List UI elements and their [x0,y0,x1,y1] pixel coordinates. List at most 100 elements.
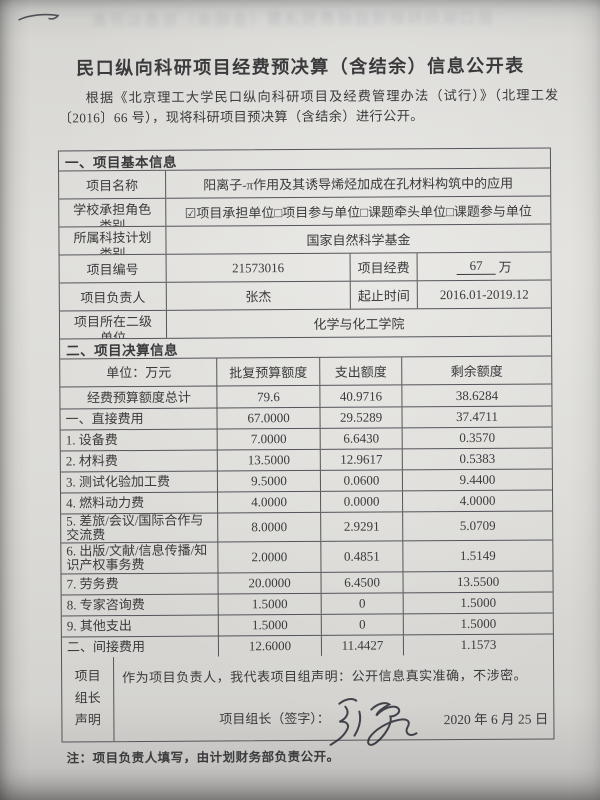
expense-item: 9. 其他支出 [61,615,219,637]
value-department: 化学与化工学院 [313,316,405,332]
table-row: 一、直接费用 67.0000 29.5289 37.4711 [60,406,552,431]
spent-amount: 0.4851 [321,541,404,572]
expense-item: 3. 测试化验加工费 [60,471,219,493]
label-project-name: 项目名称 [59,170,167,199]
handwritten-signature [329,698,418,746]
expense-item: 2. 材料费 [60,450,218,472]
table-row: 经费预算额度总计 79.6 40.9716 38.6284 [60,384,552,410]
spent-amount: 6.6430 [320,428,403,449]
remaining-amount: 4.0000 [459,492,496,509]
column-header-remain: 剩余额度 [450,363,503,380]
budget-amount: 9.5000 [217,470,321,492]
spent-amount: 0.0000 [321,491,404,512]
spent-amount: 40.9716 [320,385,403,407]
budget-amount: 2.0000 [218,541,322,573]
role-checkbox-options: ☑项目承担单位□项目参与单位□课题牵头单位□课题参与单位 [184,203,532,221]
expense-item: 5. 差旅/会议/国际合作与交流费 [61,513,219,543]
label-program-type: 所属科技计划 类别 [59,226,167,255]
page-title: 民口纵向科研项目经费预决算（含结余）信息公开表 [76,55,525,79]
label-department: 项目所在二级 单位 [59,310,168,339]
remaining-amount: 37.4711 [456,408,498,425]
spent-amount: 29.5289 [320,407,403,428]
remaining-amount: 1.5149 [459,547,496,564]
expense-item: 一、直接费用 [60,408,218,430]
table-row: 2. 材料费 13.5000 12.9617 0.5383 [60,448,552,473]
remaining-amount: 0.5383 [459,450,496,467]
value-project-number: 21573016 [166,253,351,282]
declaration-statement: 作为项目负责人，我代表项目组声明：公开信息真实准确，不涉密。 [122,667,528,686]
budget-amount: 4.0000 [218,491,322,513]
spent-amount: 12.9617 [320,449,403,470]
table-row: 9. 其他支出 1.5000 0 1.5000 [61,613,553,638]
remaining-amount: 1.5000 [460,615,497,632]
table-row: 8. 专家咨询费 1.5000 0 1.5000 [61,592,553,617]
value-program-type: 国家自然科学基金 [306,232,411,248]
budget-amount: 8.0000 [218,512,322,542]
expense-item: 6. 出版/文献/信息传播/知识产权事务费 [61,542,219,574]
spent-amount: 0.0600 [320,470,403,491]
budget-amount: 7.0000 [217,428,321,450]
expense-item: 8. 专家咨询费 [61,594,219,616]
disclosure-table: 一、项目基本信息 项目名称 阳离子-π作用及其诱导烯烃加成在孔材料构筑中的应用 … [57,147,555,746]
table-row: 3. 测试化验加工费 9.5000 0.0600 9.4400 [60,469,553,494]
table-row: 7. 劳务费 20.0000 6.4500 13.5500 [61,571,553,596]
value-duration: 2016.01-2019.12 [439,286,529,302]
remaining-amount: 0.3570 [459,429,496,446]
footnote: 注：项目负责人填写，由计划财务部负责公开。 [66,749,340,766]
finance-header-row: 单位：万元 批复预算额度 支出额度 剩余额度 [60,356,552,388]
spent-amount: 0 [321,593,404,614]
budget-amount: 1.5000 [218,593,322,615]
finance-rows: 经费预算额度总计 79.6 40.9716 38.6284 一、直接费用 67.… [60,384,553,658]
declaration-label: 项目 组长 声明 [62,657,115,742]
table-row: 4. 燃料动力费 4.0000 0.0000 4.0000 [61,490,553,515]
spent-amount: 11.4427 [321,635,405,656]
column-header-unit: 单位：万元 [60,358,218,387]
label-project-number: 项目编号 [59,254,167,283]
remaining-amount: 1.5000 [460,594,497,611]
expense-item: 经费预算额度总计 [60,386,218,409]
expense-item: 1. 设备费 [60,429,218,451]
declaration-content: 作为项目负责人，我代表项目组声明：公开信息真实准确，不涉密。 项目组长（签字）：… [114,654,554,746]
table-row: 学校承担角色 类别 ☑项目承担单位□项目参与单位□课题牵头单位□课题参与单位 [59,196,551,228]
spent-amount: 6.4500 [321,572,404,593]
table-row: 6. 出版/文献/信息传播/知识产权事务费 2.0000 0.4851 1.51… [61,540,553,575]
declaration-row: 项目 组长 声明 作为项目负责人，我代表项目组声明：公开信息真实准确，不涉密。 … [62,654,554,746]
budget-amount: 1.5000 [218,614,322,636]
value-project-leader: 张杰 [166,281,351,310]
budget-amount: 20.0000 [218,572,322,594]
budget-amount: 12.6000 [218,635,323,657]
label-duration: 起止时间 [350,281,418,309]
budget-amount: 79.6 [217,385,321,408]
remaining-amount: 9.4400 [459,471,496,488]
signature-label: 项目组长（签字）： [219,710,330,727]
intro-paragraph: 根据《北京理工大学民口纵向科研项目及经费管理办法（试行）》（北理工发〔2016〕… [58,87,559,126]
budget-amount: 67.0000 [217,407,321,429]
label-role-type: 学校承担角色 类别 [59,198,167,227]
column-header-budget: 批复预算额度 [217,357,321,386]
expense-item: 二、间接费用 [61,636,220,658]
expense-item: 4. 燃料动力费 [61,492,219,514]
table-row: 项目所在二级 单位 化学与化工学院 [59,308,552,340]
bleed-through-text: 民口纵向科研项目经费预决算（含结余）信息公开表 [89,10,493,30]
table-row: 1. 设备费 7.0000 6.6430 0.3570 [60,427,552,452]
table-row: 所属科技计划 类别 国家自然科学基金 [59,224,551,256]
expense-item: 7. 劳务费 [61,573,219,595]
pen-mark [18,13,60,21]
label-project-leader: 项目负责人 [59,282,167,311]
value-project-funds: 67 万 [418,252,551,280]
table-row: 5. 差旅/会议/国际合作与交流费 8.0000 2.9291 5.0709 [61,511,553,544]
table-row: 项目名称 阳离子-π作用及其诱导烯烃加成在孔材料构筑中的应用 [59,168,551,200]
remaining-amount: 1.1573 [460,636,497,653]
table-row: 项目编号 21573016 项目经费 67 万 [59,252,551,284]
table-row: 项目负责人 张杰 起止时间 2016.01-2019.12 [59,280,551,312]
signature-date: 2020 年 6 月 25 日 [443,711,549,728]
remaining-amount: 13.5500 [456,573,500,590]
value-project-name: 阳离子-π作用及其诱导烯烃加成在孔材料构筑中的应用 [203,175,514,193]
spent-amount: 2.9291 [321,512,404,541]
label-project-funds: 项目经费 [350,253,418,281]
budget-amount: 13.5000 [217,449,321,471]
remaining-amount: 5.0709 [459,517,496,534]
column-header-spent: 支出额度 [320,357,403,385]
remaining-amount: 38.6284 [455,387,499,403]
